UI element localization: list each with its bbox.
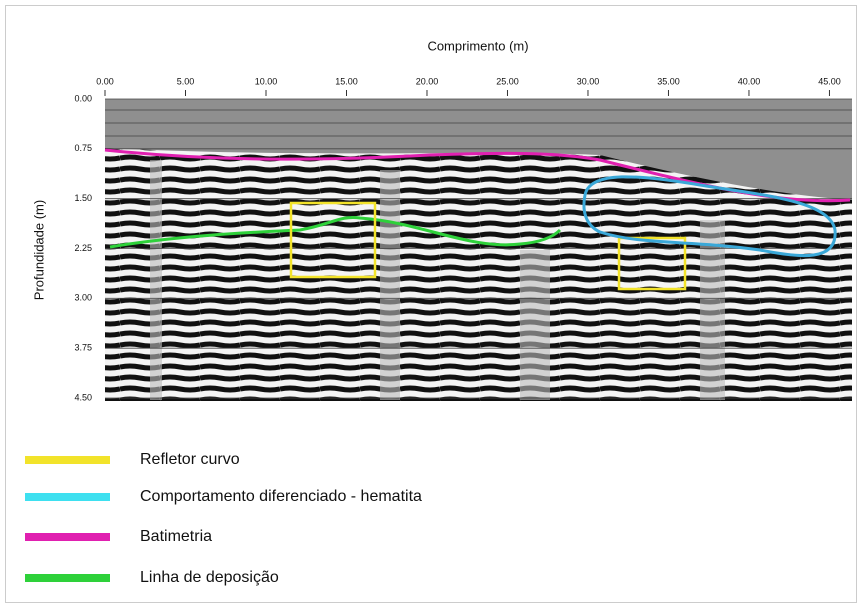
- x-tick-label: 0.00: [96, 76, 114, 86]
- y-tick-label: 3.75: [74, 343, 92, 353]
- x-tick-label: 5.00: [177, 76, 195, 86]
- y-tick-label: 4.50: [74, 392, 92, 402]
- y-tick-label: 0.75: [74, 143, 92, 153]
- x-tick-label: 45.00: [818, 76, 841, 86]
- y-tick-label: 2.25: [74, 243, 92, 253]
- legend-swatch: [25, 493, 110, 501]
- y-tick-label: 0.00: [74, 93, 92, 103]
- x-axis-title: Comprimento (m): [427, 38, 528, 53]
- x-tick-label: 40.00: [738, 76, 761, 86]
- x-tick-label: 20.00: [416, 76, 439, 86]
- y-tick-label: 3.00: [74, 293, 92, 303]
- radargram: [105, 99, 852, 401]
- legend-swatch: [25, 574, 110, 582]
- x-tick-label: 35.00: [657, 76, 680, 86]
- legend-label: Linha de deposição: [140, 569, 279, 586]
- figure: Comprimento (m) Profundidade (m) 0.00 5.0…: [0, 0, 862, 608]
- x-tick-label: 30.00: [577, 76, 600, 86]
- legend-label: Refletor curvo: [140, 451, 240, 468]
- legend-label: Comportamento diferenciado - hematita: [140, 488, 422, 505]
- x-tick-label: 15.00: [335, 76, 358, 86]
- y-tick-label: 1.50: [74, 193, 92, 203]
- legend-swatch: [25, 533, 110, 541]
- y-axis-title: Profundidade (m): [31, 200, 46, 300]
- x-tick-label: 10.00: [255, 76, 278, 86]
- legend-label: Batimetria: [140, 528, 212, 545]
- legend-swatch: [25, 456, 110, 464]
- x-tick-label: 25.00: [496, 76, 519, 86]
